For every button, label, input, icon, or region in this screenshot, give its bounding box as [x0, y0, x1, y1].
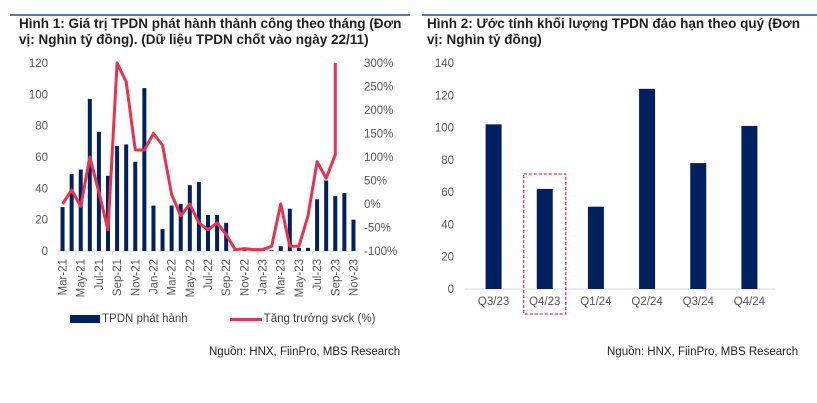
bar-Sep-21 [115, 146, 120, 251]
x-tick-label: Jan-22 [148, 259, 160, 294]
bar-May-21 [78, 169, 83, 251]
bar-Feb-23 [269, 250, 274, 252]
fig2-x-tick-label: Q4/24 [734, 296, 766, 308]
y2-tick-label: -50% [364, 223, 391, 235]
fig2-y-tick-label: 140 [435, 58, 454, 70]
x-tick-label: Mar-21 [58, 259, 70, 295]
bar-Nov-21 [133, 161, 138, 251]
y2-tick-label: 50% [364, 176, 387, 188]
figure1-legend: TPDN phát hành Tăng trưởng svck (%) [70, 313, 375, 325]
x-tick-label: Nov-22 [239, 259, 251, 296]
legend-swatch-bar [70, 315, 100, 323]
bar-Jul-23 [315, 199, 320, 251]
x-tick-label: Nov-23 [348, 259, 360, 296]
x-tick-label: Nov-21 [130, 259, 142, 296]
legend-label-line: Tăng trưởng svck (%) [263, 313, 376, 325]
y-tick-label: 120 [29, 58, 48, 70]
x-tick-label: Sep-21 [112, 259, 124, 296]
x-tick-label: May-23 [294, 259, 306, 297]
fig2-bar-Q4/23 [536, 188, 553, 289]
fig2-x-tick-label: Q1/24 [580, 296, 612, 308]
y2-tick-label: 200% [364, 105, 393, 117]
x-tick-label: Mar-22 [167, 259, 179, 295]
bar-Mar-23 [278, 246, 283, 251]
figure1-source: Nguồn: HNX, FiinPro, MBS Research [209, 346, 401, 358]
fig2-y-tick-label: 0 [448, 284, 454, 296]
bar-Nov-23 [351, 219, 356, 251]
bar-Apr-23 [287, 208, 292, 251]
y2-tick-label: 300% [364, 58, 393, 70]
bar-Dec-21 [142, 88, 147, 251]
x-tick-label: Sep-23 [330, 259, 342, 296]
bar-Sep-23 [333, 196, 338, 251]
fig2-highlight-box [523, 173, 567, 315]
fig2-y-tick-label: 20 [441, 252, 454, 264]
figure2-title: Hình 2: Ước tính khối lượng TPDN đáo hạn… [427, 16, 801, 47]
y2-tick-label: 100% [364, 152, 393, 164]
y2-tick-label: 250% [364, 82, 393, 94]
fig2-bar-Q2/24 [639, 88, 656, 289]
fig2-bar-Q4/24 [741, 125, 758, 289]
bar-Jun-22 [196, 182, 201, 251]
growth-line [61, 61, 337, 252]
fig2-bar-Q3/24 [690, 163, 707, 289]
figure1-header-rule [10, 14, 410, 16]
fig2-y-tick-label: 40 [441, 219, 454, 231]
bar-Nov-22 [242, 250, 247, 252]
bar-Jun-21 [87, 99, 92, 252]
y-tick-label: 100 [29, 89, 48, 101]
figure1-title: Hình 1: Giá trị TPDN phát hành thành côn… [19, 16, 402, 47]
fig2-y-tick-label: 100 [435, 123, 454, 135]
x-tick-label: Sep-22 [221, 259, 233, 296]
y2-tick-label: 0% [364, 199, 381, 211]
fig2-x-tick-label: Q3/24 [683, 296, 715, 308]
legend-label-bar: TPDN phát hành [102, 313, 188, 325]
x-tick-label: Jan-23 [258, 259, 270, 294]
bar-Mar-21 [60, 207, 65, 251]
bar-Feb-22 [160, 229, 165, 251]
y-tick-label: 60 [35, 152, 48, 164]
fig2-y-tick-label: 60 [441, 187, 454, 199]
bar-Apr-21 [69, 174, 74, 251]
x-tick-label: Jul-22 [203, 259, 215, 290]
fig2-bar-Q3/23 [485, 124, 502, 289]
y2-tick-label: 150% [364, 129, 393, 141]
fig2-y-tick-label: 120 [435, 90, 454, 102]
bar-Jun-23 [306, 247, 310, 251]
fig2-x-tick-label: Q3/23 [478, 296, 509, 308]
x-tick-label: May-21 [76, 259, 88, 297]
y-tick-label: 0 [42, 246, 48, 258]
y-tick-label: 40 [35, 183, 48, 195]
figure2-source: Nguồn: HNX, FiinPro, MBS Research [607, 346, 799, 358]
bar-Mar-22 [169, 205, 174, 251]
bar-May-22 [187, 185, 192, 251]
fig2-x-tick-label: Q2/24 [631, 296, 663, 308]
bar-May-23 [296, 247, 301, 251]
x-tick-label: May-22 [185, 259, 197, 297]
legend-swatch-line [229, 317, 262, 321]
bar-Apr-22 [178, 204, 183, 251]
y2-tick-label: -100% [364, 246, 397, 258]
y-tick-label: 80 [35, 121, 48, 133]
x-tick-label: Jul-21 [94, 259, 106, 290]
bar-Jan-22 [151, 205, 156, 251]
x-tick-label: Jul-23 [312, 259, 324, 290]
y-tick-label: 20 [35, 215, 48, 227]
x-tick-label: Mar-23 [276, 259, 288, 295]
bar-Oct-23 [342, 193, 347, 251]
fig2-y-tick-label: 80 [441, 155, 454, 167]
fig2-bar-Q1/24 [587, 206, 604, 289]
bar-Oct-21 [124, 144, 129, 251]
figure2-header-rule [422, 14, 817, 16]
fig2-x-tick-label: Q4/23 [529, 296, 560, 308]
bar-Aug-22 [215, 214, 220, 251]
bar-Jul-22 [206, 214, 210, 251]
bar-Aug-23 [324, 180, 329, 251]
